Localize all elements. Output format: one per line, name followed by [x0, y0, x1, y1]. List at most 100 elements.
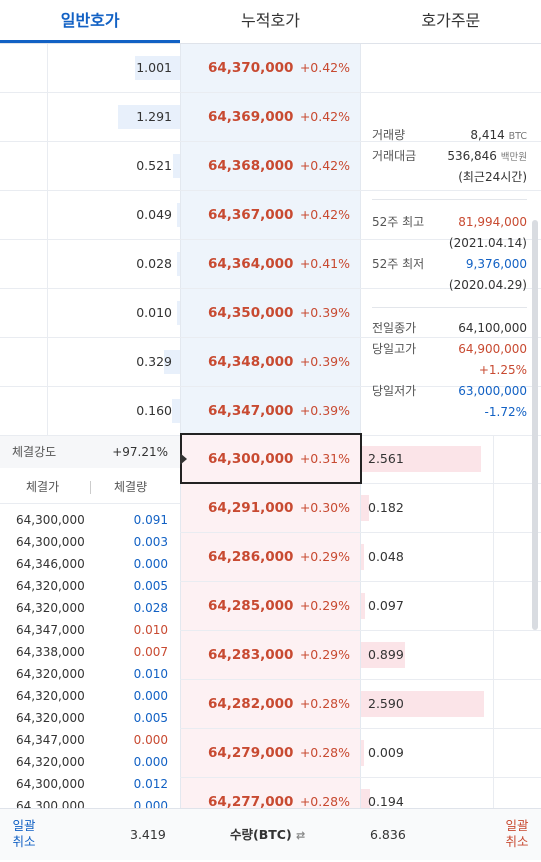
header-divider	[90, 481, 91, 494]
divider	[372, 199, 527, 200]
ask-price-cell[interactable]: 64,369,000 +0.42%	[180, 93, 361, 141]
bid-qty: 0.048	[368, 549, 404, 564]
bid-price-cell[interactable]: 64,283,000 +0.29%	[180, 631, 361, 679]
tab-orderbook-order[interactable]: 호가주문	[421, 11, 481, 30]
trade-qty: 0.091	[133, 513, 168, 527]
ask-row[interactable]: 0.521 64,368,000 +0.42%	[0, 142, 541, 191]
ask-row[interactable]: 0.028 64,364,000 +0.41%	[0, 240, 541, 289]
ask-price-cell[interactable]: 64,367,000 +0.42%	[180, 191, 361, 239]
bid-empty-cell	[493, 582, 541, 630]
ask-change-pct: +0.39%	[299, 305, 350, 320]
ask-volume-bar	[177, 252, 180, 276]
ask-price-cell[interactable]: 64,347,000 +0.39%	[180, 387, 361, 435]
ask-change-pct: +0.42%	[299, 109, 350, 124]
trade-row: 64,347,000 0.010	[0, 619, 180, 641]
ask-qty: 0.329	[136, 354, 172, 369]
bid-change-pct: +0.29%	[299, 549, 350, 564]
bid-empty-cell	[493, 533, 541, 581]
swap-icon[interactable]: ⇄	[296, 829, 306, 842]
bid-qty-cell: 0.194	[361, 778, 493, 826]
bid-price: 64,279,000	[208, 745, 294, 761]
ask-volume-bar	[172, 399, 180, 423]
ask-qty: 1.291	[136, 109, 172, 124]
day-high-value: 64,900,000	[458, 342, 527, 356]
ask-price-cell[interactable]: 64,368,000 +0.42%	[180, 142, 361, 190]
day-low-pct: -1.72%	[484, 405, 527, 419]
bid-row[interactable]: 64,279,000 +0.28% 0.009	[0, 729, 541, 778]
prev-close-label: 전일종가	[372, 321, 417, 335]
bid-qty: 0.097	[368, 598, 404, 613]
bid-qty: 0.009	[368, 745, 404, 760]
bid-price-cell[interactable]: 64,282,000 +0.28%	[180, 680, 361, 728]
ask-row[interactable]: 1.291 64,369,000 +0.42%	[0, 93, 541, 142]
bid-row[interactable]: 64,282,000 +0.28% 2.590	[0, 680, 541, 729]
trade-price-header: 체결가	[26, 480, 60, 494]
bid-volume-bar	[361, 446, 482, 472]
ask-price: 64,364,000	[208, 256, 294, 272]
bid-volume-bar	[361, 691, 484, 717]
ask-price-cell[interactable]: 64,370,000 +0.42%	[180, 44, 361, 92]
bid-qty: 2.590	[368, 696, 404, 711]
trade-row: 64,320,000 0.000	[0, 751, 180, 773]
ask-row[interactable]: 0.010 64,350,000 +0.39%	[0, 289, 541, 338]
bid-price-cell[interactable]: 64,291,000 +0.30%	[180, 484, 361, 532]
day-high-pct: +1.25%	[478, 363, 527, 377]
trade-qty: 0.007	[133, 645, 168, 659]
cancel-all-bids-button[interactable]: 일괄 취소	[505, 818, 529, 849]
bid-change-pct: +0.28%	[299, 696, 350, 711]
scrollbar[interactable]	[532, 220, 538, 630]
ask-row[interactable]: 0.049 64,367,000 +0.42%	[0, 191, 541, 240]
bid-qty-cell: 2.561	[361, 435, 493, 483]
qty-unit-label: 수량(BTC) ⇄	[230, 809, 305, 862]
bid-price-cell[interactable]: 64,286,000 +0.29%	[180, 533, 361, 581]
bid-price: 64,291,000	[208, 500, 294, 516]
bid-row[interactable]: 64,283,000 +0.29% 0.899	[0, 631, 541, 680]
ask-change-pct: +0.39%	[299, 403, 350, 418]
trade-qty: 0.003	[133, 535, 168, 549]
bid-qty-cell: 0.182	[361, 484, 493, 532]
ask-row[interactable]: 0.329 64,348,000 +0.39%	[0, 338, 541, 387]
ask-qty: 0.160	[136, 403, 172, 418]
trade-qty: 0.012	[133, 777, 168, 791]
volume-value: 8,414	[470, 128, 505, 142]
amount-unit: 백만원	[500, 152, 527, 163]
bid-qty: 0.899	[368, 647, 404, 662]
orderbook-footer: 일괄 취소 3.419 수량(BTC) ⇄ 6.836 일괄 취소	[0, 808, 541, 860]
trade-table-header: 체결가 체결량	[0, 470, 180, 504]
ask-price-cell[interactable]: 64,364,000 +0.41%	[180, 240, 361, 288]
trade-row: 64,320,000 0.028	[0, 597, 180, 619]
bid-price-cell[interactable]: 64,285,000 +0.29%	[180, 582, 361, 630]
day-high-pct-row: +1.25%	[372, 360, 527, 380]
bid-row[interactable]: 64,285,000 +0.29% 0.097	[0, 582, 541, 631]
ask-change-pct: +0.42%	[299, 207, 350, 222]
ask-price-cell[interactable]: 64,350,000 +0.39%	[180, 289, 361, 337]
bid-price-cell[interactable]: 64,279,000 +0.28%	[180, 729, 361, 777]
ask-change-pct: +0.41%	[299, 256, 350, 271]
bid-price: 64,300,000	[208, 451, 294, 467]
ask-row[interactable]: 1.001 64,370,000 +0.42%	[0, 44, 541, 93]
trade-row: 64,320,000 0.005	[0, 575, 180, 597]
tab-general-orderbook[interactable]: 일반호가	[0, 0, 181, 43]
period-row: (최근24시간)	[372, 167, 527, 187]
bid-qty-cell: 0.009	[361, 729, 493, 777]
volume-unit: BTC	[508, 131, 527, 142]
bid-qty: 0.182	[368, 500, 404, 515]
ask-volume-bar	[135, 56, 180, 80]
cancel-all-asks-button[interactable]: 일괄 취소	[12, 818, 36, 849]
trade-row: 64,320,000 0.005	[0, 707, 180, 729]
52w-high-date-row: (2021.04.14)	[372, 233, 527, 253]
bid-row[interactable]: 64,286,000 +0.29% 0.048	[0, 533, 541, 582]
trade-price: 64,320,000	[16, 601, 85, 615]
volume-label: 거래량	[372, 128, 406, 142]
trade-qty: 0.000	[133, 799, 168, 808]
trade-price: 64,300,000	[16, 535, 85, 549]
trade-row: 64,300,000 0.003	[0, 531, 180, 553]
tab-cumulative-orderbook[interactable]: 누적호가	[241, 11, 300, 30]
52w-low-date-row: (2020.04.29)	[372, 275, 527, 295]
ask-empty-cell	[0, 44, 48, 92]
bid-row[interactable]: 64,291,000 +0.30% 0.182	[0, 484, 541, 533]
current-price-marker-icon	[180, 453, 187, 465]
trade-qty: 0.010	[133, 623, 168, 637]
amount-row: 거래대금 536,846 백만원	[372, 146, 527, 166]
ask-price-cell[interactable]: 64,348,000 +0.39%	[180, 338, 361, 386]
